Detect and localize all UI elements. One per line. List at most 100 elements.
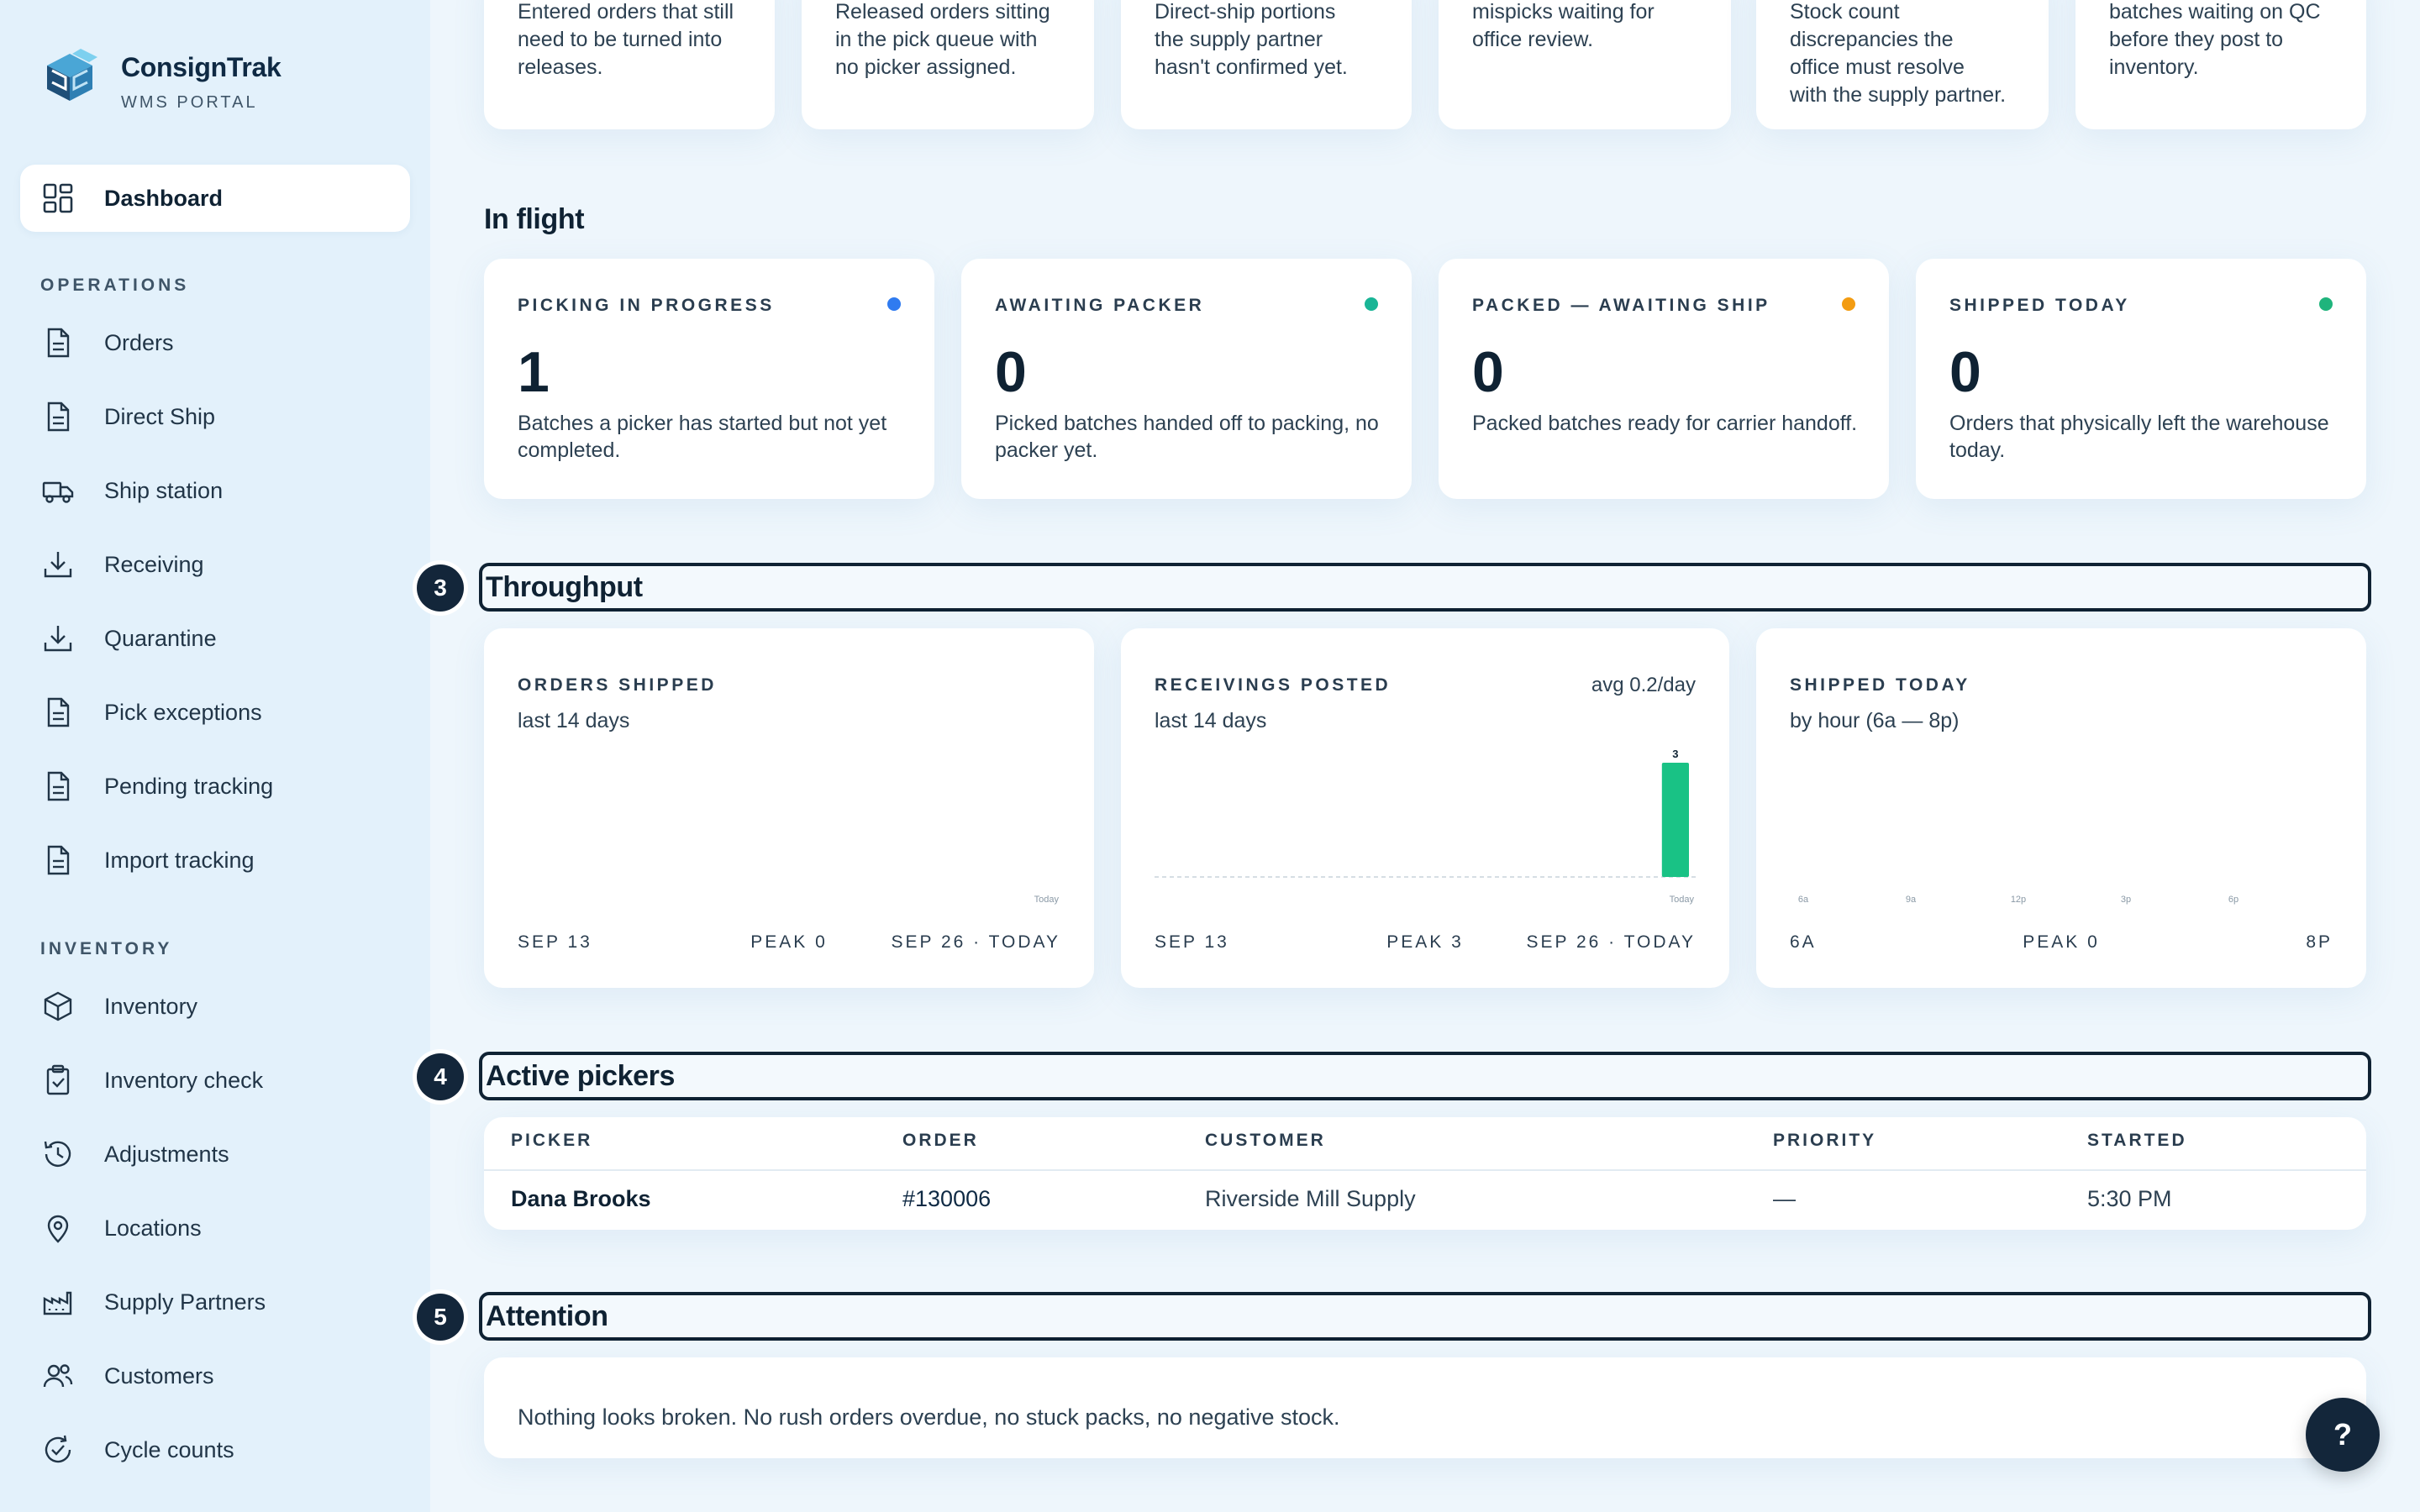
status-dot (2319, 297, 2333, 311)
column-header-picker[interactable]: PICKER (511, 1131, 593, 1150)
kpi-label: PACKED — AWAITING SHIP (1472, 296, 1770, 315)
nav-import-tracking-label: Import tracking (104, 847, 255, 873)
nav-inventory-check-label: Inventory check (104, 1067, 264, 1093)
nav-inventory-check[interactable]: Inventory check (20, 1047, 410, 1114)
download-icon (42, 549, 74, 580)
section-badge-active-pickers: 4 (417, 1053, 464, 1100)
nav-dashboard[interactable]: Dashboard (20, 165, 410, 232)
nav-adjustments-label: Adjustments (104, 1141, 229, 1167)
nav-pending-tracking[interactable]: Pending tracking (20, 753, 410, 820)
receivings-posted-chart: Today 3 (1155, 748, 1696, 905)
top-card-desc: Released orders sitting in the pick queu… (835, 0, 1050, 79)
nav-orders[interactable]: Orders (20, 309, 410, 376)
nav-customers[interactable]: Customers (20, 1342, 410, 1410)
top-card-entered-orders[interactable]: Entered orders that still need to be tur… (484, 0, 775, 129)
nav-adjustments[interactable]: Adjustments (20, 1121, 410, 1188)
chart-subtitle: by hour (6a — 8p) (1790, 709, 1960, 732)
status-dot (1365, 297, 1378, 311)
chart-foot-start: 6A (1790, 932, 1817, 952)
chart-card-orders-shipped[interactable]: ORDERS SHIPPED last 14 days Today SEP 13… (484, 628, 1094, 988)
active-pickers-title: Active pickers (486, 1060, 675, 1092)
chart-foot-end: 8P (2306, 932, 2333, 952)
nav-section-operations: OPERATIONS (40, 276, 190, 295)
nav-receiving[interactable]: Receiving (20, 531, 410, 598)
nav-orders-label: Orders (104, 329, 174, 355)
document-icon (42, 696, 74, 728)
chart-card-receivings-posted[interactable]: RECEIVINGS POSTED avg 0.2/day last 14 da… (1121, 628, 1729, 988)
chart-foot-peak: PEAK 0 (2023, 932, 2100, 952)
nav-ship-station[interactable]: Ship station (20, 457, 410, 524)
column-header-customer[interactable]: CUSTOMER (1205, 1131, 1326, 1150)
nav-dashboard-label: Dashboard (104, 185, 224, 211)
box-icon (42, 990, 74, 1022)
chart-label: SHIPPED TODAY (1790, 675, 1970, 695)
cell-customer: Riverside Mill Supply (1205, 1186, 1416, 1211)
in-flight-title: In flight (484, 203, 585, 235)
nav-quarantine[interactable]: Quarantine (20, 605, 410, 672)
chart-foot-end: SEP 26 · TODAY (1526, 932, 1696, 952)
chart-card-shipped-today[interactable]: SHIPPED TODAY by hour (6a — 8p) 6a 9a 12… (1756, 628, 2366, 988)
top-card-desc: mispicks waiting for office review. (1472, 0, 1655, 51)
kpi-shipped-today[interactable]: SHIPPED TODAY 0 Orders that physically l… (1916, 259, 2366, 499)
top-card-qc-batches[interactable]: batches waiting on QC before they post t… (2075, 0, 2366, 129)
nav-supply-partners[interactable]: Supply Partners (20, 1268, 410, 1336)
kpi-label: SHIPPED TODAY (1949, 296, 2130, 315)
nav-pick-exceptions[interactable]: Pick exceptions (20, 679, 410, 746)
document-icon (42, 844, 74, 876)
hour-tick-label: 12p (2011, 895, 2026, 905)
nav-inventory[interactable]: Inventory (20, 973, 410, 1040)
document-icon (42, 770, 74, 802)
kpi-label: AWAITING PACKER (995, 296, 1205, 315)
map-pin-icon (42, 1212, 74, 1244)
top-card-desc: Direct-ship portions the supply partner … (1155, 0, 1348, 79)
hour-tick-label: 3p (2121, 895, 2131, 905)
brand[interactable]: ConsignTrak WMS PORTAL (40, 47, 281, 113)
chart-foot-peak: PEAK 0 (750, 932, 828, 952)
attention-card: Nothing looks broken. No rush orders ove… (484, 1357, 2366, 1458)
kpi-packed-awaiting-ship[interactable]: PACKED — AWAITING SHIP 0 Packed batches … (1439, 259, 1889, 499)
throughput-title: Throughput (486, 571, 643, 603)
chart-foot-end: SEP 26 · TODAY (891, 932, 1060, 952)
kpi-value: 0 (995, 340, 1027, 404)
chart-bar (1661, 763, 1689, 877)
attention-header: Attention (479, 1292, 2371, 1341)
nav-direct-ship[interactable]: Direct Ship (20, 383, 410, 450)
kpi-value: 1 (518, 340, 550, 404)
kpi-desc: Orders that physically left the warehous… (1949, 412, 2329, 462)
status-dot (1842, 297, 1855, 311)
top-card-mispicks[interactable]: mispicks waiting for office review. (1439, 0, 1731, 129)
cell-picker: Dana Brooks (511, 1186, 651, 1211)
nav-receiving-label: Receiving (104, 551, 204, 577)
history-icon (42, 1138, 74, 1170)
consigntrak-logo-icon (47, 49, 97, 101)
column-header-order[interactable]: ORDER (902, 1131, 979, 1150)
kpi-label: PICKING IN PROGRESS (518, 296, 775, 315)
top-card-released-orders[interactable]: Released orders sitting in the pick queu… (802, 0, 1094, 129)
top-card-stock-count[interactable]: Stock count discrepancies the office mus… (1756, 0, 2049, 129)
cell-order-link[interactable]: #130006 (902, 1186, 992, 1211)
attention-title: Attention (486, 1300, 608, 1332)
hour-tick-label: 6a (1798, 895, 1809, 905)
chart-average: avg 0.2/day (1591, 674, 1696, 696)
chart-foot-peak: PEAK 3 (1386, 932, 1464, 952)
nav-ship-station-label: Ship station (104, 477, 224, 503)
nav-import-tracking[interactable]: Import tracking (20, 827, 410, 894)
chart-foot-start: SEP 13 (518, 932, 592, 952)
kpi-picking-in-progress[interactable]: PICKING IN PROGRESS 1 Batches a picker h… (484, 259, 934, 499)
throughput-header: Throughput (479, 563, 2371, 612)
shipped-today-chart: 6a 9a 12p 3p 6p (1798, 895, 2238, 905)
chart-subtitle: last 14 days (518, 709, 630, 732)
nav-cycle-counts[interactable]: Cycle counts (20, 1416, 410, 1483)
column-header-started[interactable]: STARTED (2087, 1131, 2187, 1150)
kpi-desc: Picked batches handed off to packing, no… (995, 412, 1379, 462)
section-badge-throughput: 3 (417, 564, 464, 612)
nav-locations[interactable]: Locations (20, 1194, 410, 1262)
kpi-awaiting-packer[interactable]: AWAITING PACKER 0 Picked batches handed … (961, 259, 1412, 499)
top-card-direct-ship[interactable]: Direct-ship portions the supply partner … (1121, 0, 1412, 129)
cell-started: 5:30 PM (2087, 1186, 2172, 1211)
chart-foot-start: SEP 13 (1155, 932, 1229, 952)
column-header-priority[interactable]: PRIORITY (1773, 1131, 1877, 1150)
help-button[interactable]: ? (2306, 1398, 2380, 1472)
nav-supply-partners-label: Supply Partners (104, 1289, 266, 1315)
nav-inventory-label: Inventory (104, 993, 198, 1019)
